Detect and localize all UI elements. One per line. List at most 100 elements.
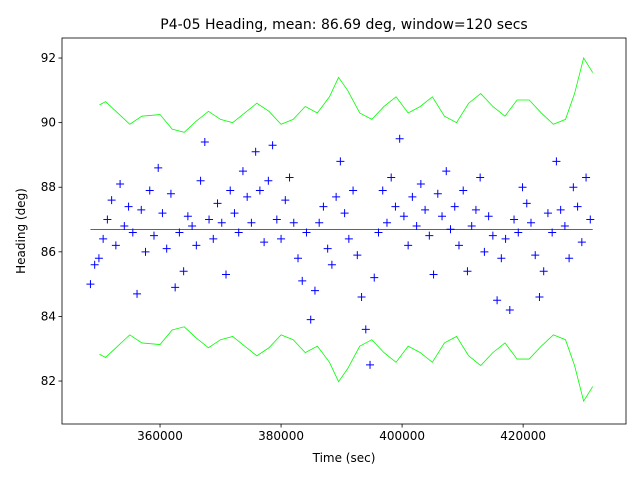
point xyxy=(272,215,281,224)
point xyxy=(145,186,154,195)
point xyxy=(141,247,150,256)
y-tick-label: 84 xyxy=(41,309,56,323)
point xyxy=(230,209,239,218)
point xyxy=(442,167,451,176)
point xyxy=(586,215,595,224)
point xyxy=(344,234,353,243)
point xyxy=(569,183,578,192)
point xyxy=(137,205,146,214)
point xyxy=(556,205,565,214)
point xyxy=(264,176,273,185)
point xyxy=(399,212,408,221)
point xyxy=(183,212,192,221)
point xyxy=(459,186,468,195)
point xyxy=(298,276,307,285)
point xyxy=(133,289,142,298)
x-tick-label: 380000 xyxy=(258,429,304,443)
point xyxy=(353,251,362,260)
point xyxy=(111,241,120,250)
point xyxy=(535,293,544,302)
point xyxy=(408,192,417,201)
point xyxy=(285,173,294,182)
point xyxy=(188,221,197,230)
point xyxy=(103,215,112,224)
point xyxy=(582,173,591,182)
point xyxy=(425,231,434,240)
point xyxy=(200,138,209,147)
point xyxy=(463,267,472,276)
point xyxy=(429,270,438,279)
axes-frame xyxy=(61,37,627,425)
point xyxy=(484,212,493,221)
point xyxy=(361,325,370,334)
point xyxy=(480,247,489,256)
point xyxy=(221,270,230,279)
point xyxy=(94,254,103,263)
point xyxy=(539,267,548,276)
point xyxy=(497,254,506,263)
y-axis-label: Heading (deg) xyxy=(14,188,28,274)
point xyxy=(327,260,336,269)
point xyxy=(421,205,430,214)
y-tick-label: 90 xyxy=(41,116,56,130)
point xyxy=(391,202,400,211)
point xyxy=(548,228,557,237)
point xyxy=(573,202,582,211)
point xyxy=(323,244,332,253)
point xyxy=(268,141,277,150)
point xyxy=(332,192,341,201)
point xyxy=(471,205,480,214)
point xyxy=(260,238,269,247)
point xyxy=(116,180,125,189)
point xyxy=(128,228,137,237)
point xyxy=(577,238,586,247)
point xyxy=(302,228,311,237)
point xyxy=(349,186,358,195)
point xyxy=(374,228,383,237)
point xyxy=(196,176,205,185)
point xyxy=(366,360,375,369)
point xyxy=(158,209,167,218)
point xyxy=(315,218,324,227)
point xyxy=(319,202,328,211)
point xyxy=(510,215,519,224)
point xyxy=(340,209,349,218)
point xyxy=(277,234,286,243)
point xyxy=(238,167,247,176)
y-tick-label: 92 xyxy=(41,51,56,65)
point xyxy=(99,234,108,243)
point xyxy=(192,241,201,250)
point xyxy=(370,273,379,282)
point xyxy=(476,173,485,182)
point xyxy=(446,225,455,234)
line xyxy=(99,57,594,133)
point xyxy=(179,267,188,276)
point xyxy=(531,251,540,260)
chart-title: P4-05 Heading, mean: 86.69 deg, window=1… xyxy=(160,17,527,33)
point xyxy=(493,296,502,305)
point xyxy=(251,147,260,156)
point xyxy=(209,234,218,243)
y-tick-label: 88 xyxy=(41,180,56,194)
x-tick-label: 420000 xyxy=(500,429,546,443)
line xyxy=(99,326,594,403)
point xyxy=(289,218,298,227)
point xyxy=(412,221,421,230)
point xyxy=(205,215,214,224)
point xyxy=(501,234,510,243)
point xyxy=(107,196,116,205)
point xyxy=(234,228,243,237)
x-tick-label: 360000 xyxy=(137,429,183,443)
point xyxy=(552,157,561,166)
point xyxy=(467,221,476,230)
point xyxy=(395,134,404,143)
point xyxy=(450,202,459,211)
point xyxy=(90,260,99,269)
point xyxy=(294,254,303,263)
x-tick-label: 400000 xyxy=(379,429,425,443)
x-axis-label: Time (sec) xyxy=(312,451,376,465)
point xyxy=(514,228,523,237)
point xyxy=(438,212,447,221)
